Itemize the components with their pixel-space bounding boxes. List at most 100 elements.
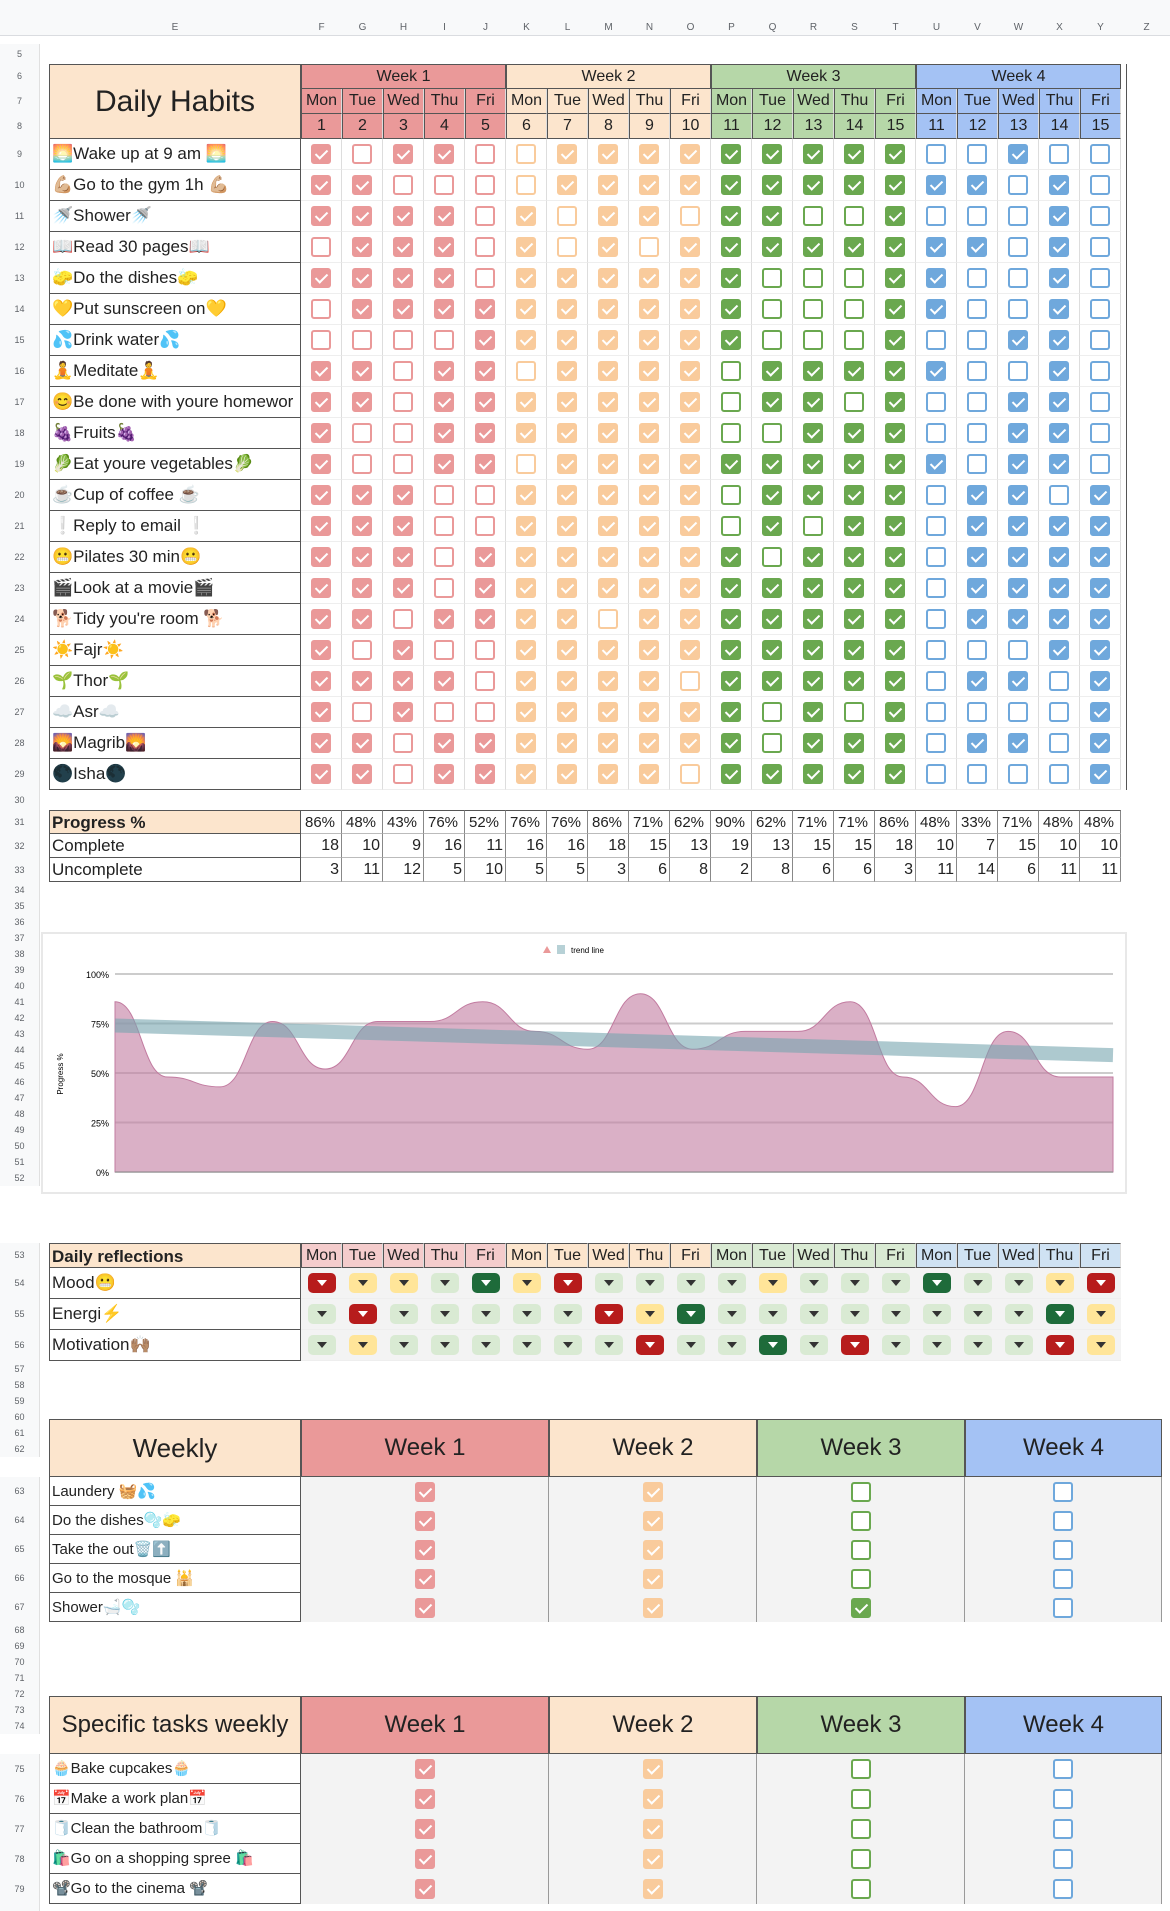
reflection-dropdown[interactable] bbox=[758, 1273, 787, 1293]
habit-checkbox[interactable] bbox=[844, 392, 864, 412]
reflection-dropdown[interactable] bbox=[881, 1273, 910, 1293]
habit-checkbox[interactable] bbox=[967, 392, 987, 412]
section-checkbox[interactable] bbox=[1053, 1759, 1073, 1779]
habit-checkbox[interactable] bbox=[844, 330, 864, 350]
habit-checkbox[interactable] bbox=[1008, 175, 1028, 195]
habit-checkbox[interactable] bbox=[1090, 268, 1110, 288]
habit-checkbox[interactable] bbox=[1090, 578, 1110, 598]
habit-checkbox[interactable] bbox=[1008, 268, 1028, 288]
habit-checkbox[interactable] bbox=[926, 206, 946, 226]
habit-checkbox[interactable] bbox=[598, 144, 618, 164]
habit-checkbox[interactable] bbox=[721, 454, 741, 474]
habit-checkbox[interactable] bbox=[1008, 640, 1028, 660]
habit-checkbox[interactable] bbox=[803, 516, 823, 536]
habit-checkbox[interactable] bbox=[967, 671, 987, 691]
column-letter[interactable]: T bbox=[892, 22, 899, 33]
habit-checkbox[interactable] bbox=[762, 175, 782, 195]
column-letter[interactable]: G bbox=[358, 22, 367, 33]
section-checkbox[interactable] bbox=[642, 1481, 663, 1502]
habit-checkbox[interactable] bbox=[434, 423, 454, 443]
habit-checkbox[interactable] bbox=[967, 423, 987, 443]
habit-checkbox[interactable] bbox=[311, 547, 331, 567]
reflection-dropdown[interactable] bbox=[963, 1273, 992, 1293]
habit-checkbox[interactable] bbox=[844, 702, 864, 722]
habit-checkbox[interactable] bbox=[557, 516, 577, 536]
habit-checkbox[interactable] bbox=[475, 206, 495, 226]
habit-checkbox[interactable] bbox=[516, 392, 536, 412]
habit-checkbox[interactable] bbox=[639, 299, 659, 319]
reflection-dropdown[interactable] bbox=[676, 1335, 705, 1355]
habit-checkbox[interactable] bbox=[967, 206, 987, 226]
habit-checkbox[interactable] bbox=[721, 609, 741, 629]
reflection-dropdown[interactable] bbox=[512, 1335, 541, 1355]
habit-checkbox[interactable] bbox=[516, 175, 536, 195]
habit-checkbox[interactable] bbox=[926, 764, 946, 784]
habit-checkbox[interactable] bbox=[1008, 702, 1028, 722]
habit-checkbox[interactable] bbox=[803, 392, 823, 412]
habit-checkbox[interactable] bbox=[762, 609, 782, 629]
column-letter[interactable]: U bbox=[932, 22, 941, 33]
habit-checkbox[interactable] bbox=[885, 361, 905, 381]
section-checkbox[interactable] bbox=[850, 1819, 871, 1839]
habit-checkbox[interactable] bbox=[721, 237, 741, 257]
habit-checkbox[interactable] bbox=[721, 640, 741, 660]
habit-checkbox[interactable] bbox=[1008, 578, 1028, 598]
habit-checkbox[interactable] bbox=[926, 454, 946, 474]
habit-checkbox[interactable] bbox=[516, 144, 536, 164]
habit-checkbox[interactable] bbox=[967, 547, 987, 567]
section-checkbox[interactable] bbox=[414, 1759, 435, 1779]
habit-checkbox[interactable] bbox=[967, 609, 987, 629]
column-letter[interactable]: K bbox=[523, 22, 530, 33]
habit-checkbox[interactable] bbox=[639, 144, 659, 164]
habit-checkbox[interactable] bbox=[1008, 733, 1028, 753]
habit-checkbox[interactable] bbox=[516, 485, 536, 505]
habit-checkbox[interactable] bbox=[885, 764, 905, 784]
habit-checkbox[interactable] bbox=[1090, 702, 1110, 722]
habit-checkbox[interactable] bbox=[639, 516, 659, 536]
habit-checkbox[interactable] bbox=[352, 299, 372, 319]
reflection-dropdown[interactable] bbox=[1086, 1273, 1115, 1293]
habit-checkbox[interactable] bbox=[393, 547, 413, 567]
habit-checkbox[interactable] bbox=[352, 206, 372, 226]
habit-checkbox[interactable] bbox=[475, 361, 495, 381]
habit-checkbox[interactable] bbox=[434, 206, 454, 226]
reflection-dropdown[interactable] bbox=[1004, 1304, 1033, 1324]
habit-checkbox[interactable] bbox=[762, 144, 782, 164]
habit-checkbox[interactable] bbox=[1090, 485, 1110, 505]
section-checkbox[interactable] bbox=[1053, 1819, 1073, 1839]
habit-checkbox[interactable] bbox=[844, 175, 864, 195]
habit-checkbox[interactable] bbox=[967, 454, 987, 474]
habit-checkbox[interactable] bbox=[803, 640, 823, 660]
habit-checkbox[interactable] bbox=[598, 547, 618, 567]
section-checkbox[interactable] bbox=[642, 1539, 663, 1560]
reflection-dropdown[interactable] bbox=[430, 1304, 459, 1324]
column-letter[interactable]: S bbox=[851, 22, 858, 33]
habit-checkbox[interactable] bbox=[1090, 392, 1110, 412]
habit-checkbox[interactable] bbox=[1090, 640, 1110, 660]
habit-checkbox[interactable] bbox=[967, 175, 987, 195]
habit-checkbox[interactable] bbox=[557, 485, 577, 505]
habit-checkbox[interactable] bbox=[598, 454, 618, 474]
habit-checkbox[interactable] bbox=[762, 702, 782, 722]
habit-checkbox[interactable] bbox=[844, 454, 864, 474]
habit-checkbox[interactable] bbox=[434, 392, 454, 412]
habit-checkbox[interactable] bbox=[721, 392, 741, 412]
habit-checkbox[interactable] bbox=[639, 454, 659, 474]
habit-checkbox[interactable] bbox=[926, 547, 946, 567]
habit-checkbox[interactable] bbox=[1008, 485, 1028, 505]
habit-checkbox[interactable] bbox=[475, 454, 495, 474]
section-checkbox[interactable] bbox=[850, 1789, 871, 1809]
habit-checkbox[interactable] bbox=[598, 330, 618, 350]
habit-checkbox[interactable] bbox=[516, 299, 536, 319]
habit-checkbox[interactable] bbox=[885, 733, 905, 753]
habit-checkbox[interactable] bbox=[680, 671, 700, 691]
habit-checkbox[interactable] bbox=[762, 516, 782, 536]
habit-checkbox[interactable] bbox=[1008, 361, 1028, 381]
habit-checkbox[interactable] bbox=[311, 175, 331, 195]
habit-checkbox[interactable] bbox=[803, 578, 823, 598]
habit-checkbox[interactable] bbox=[393, 268, 413, 288]
habit-checkbox[interactable] bbox=[1008, 299, 1028, 319]
habit-checkbox[interactable] bbox=[434, 764, 454, 784]
habit-checkbox[interactable] bbox=[762, 640, 782, 660]
habit-checkbox[interactable] bbox=[393, 144, 413, 164]
